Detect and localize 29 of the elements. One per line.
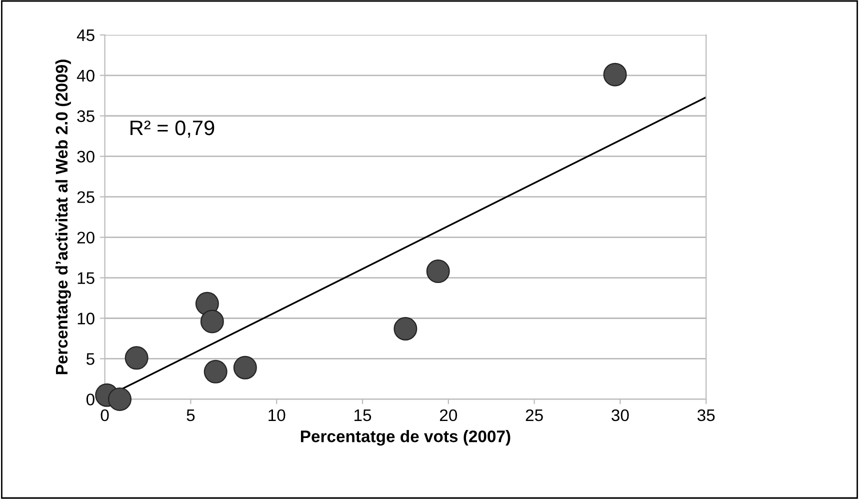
y-axis-title: Percentatge d’activitat al Web 2.0 (2009) bbox=[55, 60, 71, 374]
y-tick-label: 20 bbox=[77, 232, 94, 244]
y-tick-label: 25 bbox=[77, 191, 94, 204]
point bbox=[394, 317, 418, 341]
x-tick-label: 15 bbox=[354, 410, 372, 422]
x-axis-title: Percentatge de vots (2007) bbox=[300, 430, 510, 446]
x-tick-label: 5 bbox=[186, 410, 195, 422]
point bbox=[233, 356, 257, 380]
point bbox=[124, 346, 148, 370]
x-tick-label: 20 bbox=[440, 409, 458, 422]
y-tick-label: 15 bbox=[78, 272, 94, 284]
y-tick-label: 45 bbox=[76, 30, 94, 42]
x-tick-label: 0 bbox=[100, 409, 109, 422]
y-tick-label: 30 bbox=[77, 150, 94, 163]
point bbox=[108, 387, 132, 411]
x-tick-label: 35 bbox=[697, 409, 715, 422]
y-tick-label: 35 bbox=[77, 110, 94, 122]
point bbox=[200, 310, 224, 334]
y-tick-label: 10 bbox=[78, 312, 94, 324]
y-tick-label: 5 bbox=[86, 353, 94, 365]
x-tick-label: 25 bbox=[526, 409, 543, 422]
x-tick-label: 10 bbox=[268, 409, 286, 422]
point bbox=[603, 62, 627, 86]
y-tick-label: 0 bbox=[86, 394, 94, 406]
point bbox=[426, 260, 450, 284]
point bbox=[204, 360, 228, 384]
y-tick-label: 40 bbox=[76, 70, 94, 82]
annotation: R² = 0,79 bbox=[130, 120, 214, 138]
x-tick-label: 30 bbox=[612, 409, 629, 422]
